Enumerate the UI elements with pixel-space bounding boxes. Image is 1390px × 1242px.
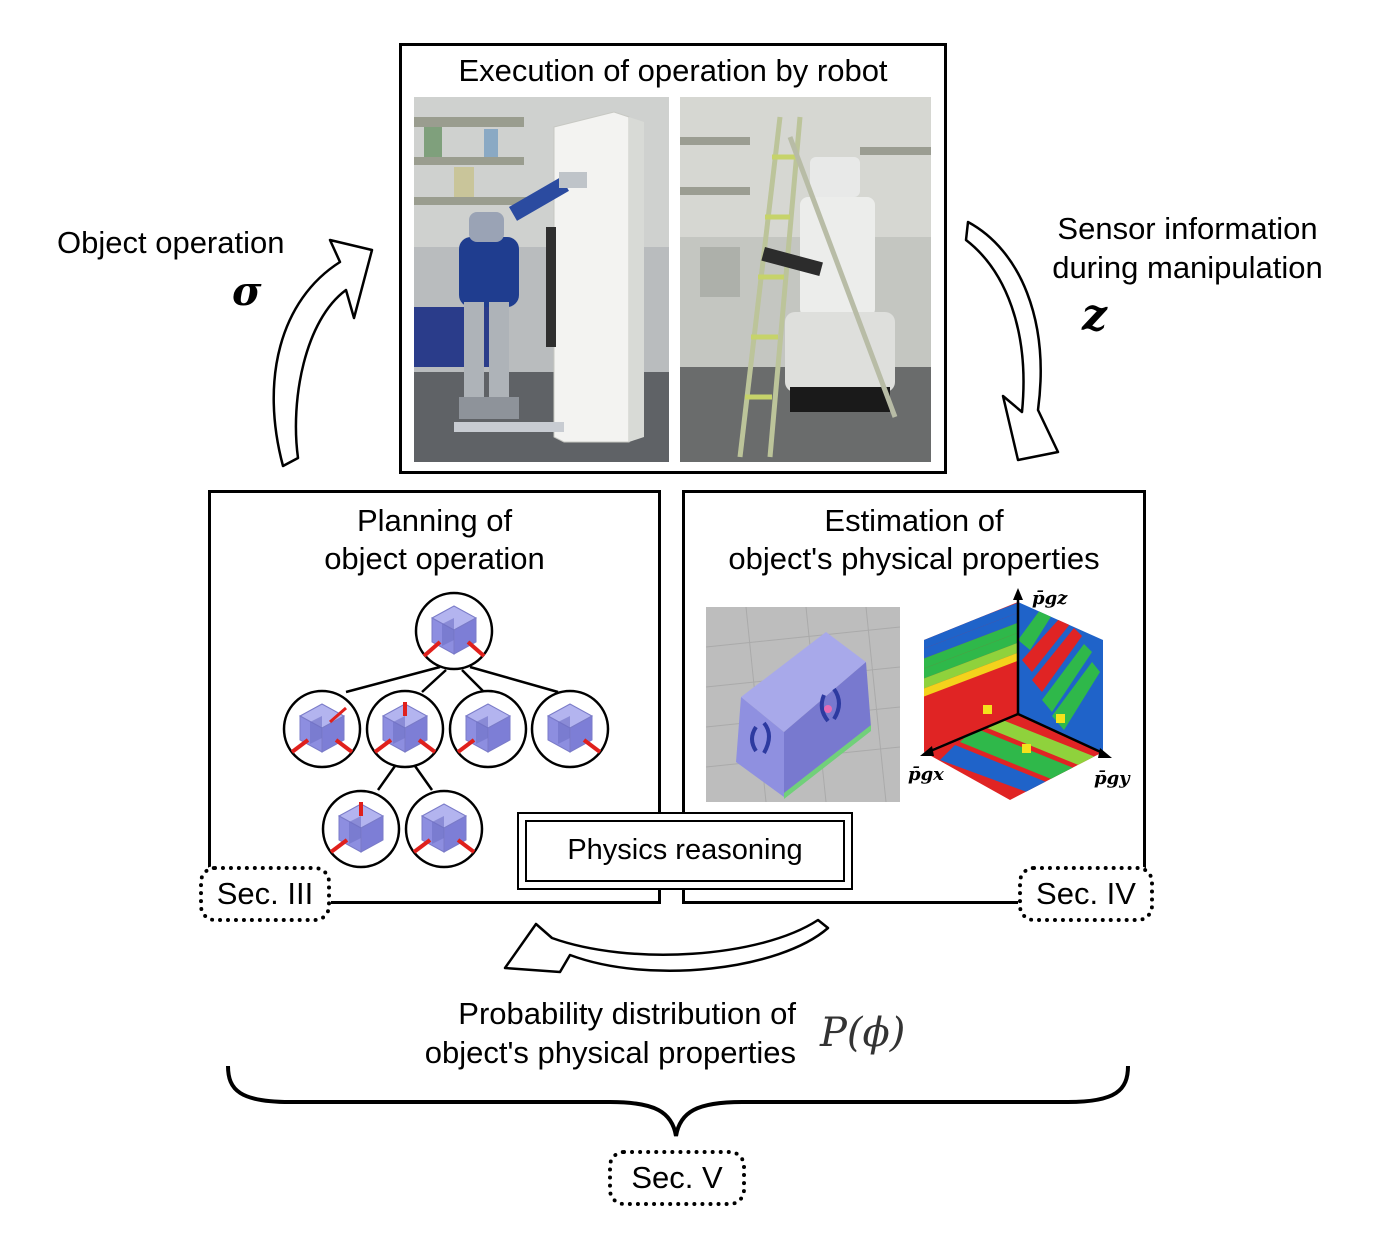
sensor-information-label-line2: during manipulation: [1052, 250, 1323, 285]
section-badge-iv: Sec. IV: [1018, 866, 1154, 922]
sigma-symbol: σ: [232, 268, 262, 315]
physics-reasoning-box: [517, 812, 853, 890]
sensor-information-label-line1: Sensor information: [1057, 211, 1318, 246]
section-badge-v: Sec. V: [608, 1150, 746, 1206]
estimation-title-line1: Estimation of: [824, 503, 1004, 538]
robot-photo-cabinet: [414, 97, 669, 462]
physics-reasoning-label: Physics reasoning: [567, 834, 803, 866]
probability-label-line1: Probability distribution of: [458, 996, 796, 1031]
planning-title-line1: Planning of: [356, 503, 513, 538]
axis-label-pgz: p̄gz: [1032, 588, 1068, 609]
probability-symbol: P(ϕ): [820, 1010, 906, 1056]
axis-label-pgx: p̄gx: [908, 764, 944, 785]
simulated-object-image: [706, 607, 900, 802]
execution-title: Execution of operation by robot: [458, 53, 888, 88]
planning-title-line2: object operation: [324, 541, 545, 576]
object-operation-label: Object operation: [57, 225, 285, 260]
robot-photo-ladder: [680, 97, 931, 462]
probability-label-line2: object's physical properties: [424, 1035, 796, 1070]
section-badge-iii: Sec. III: [199, 866, 331, 922]
axis-label-pgy: p̄gy: [1094, 768, 1130, 789]
z-symbol: z: [1082, 290, 1107, 341]
estimation-title-line2: object's physical properties: [728, 541, 1100, 576]
